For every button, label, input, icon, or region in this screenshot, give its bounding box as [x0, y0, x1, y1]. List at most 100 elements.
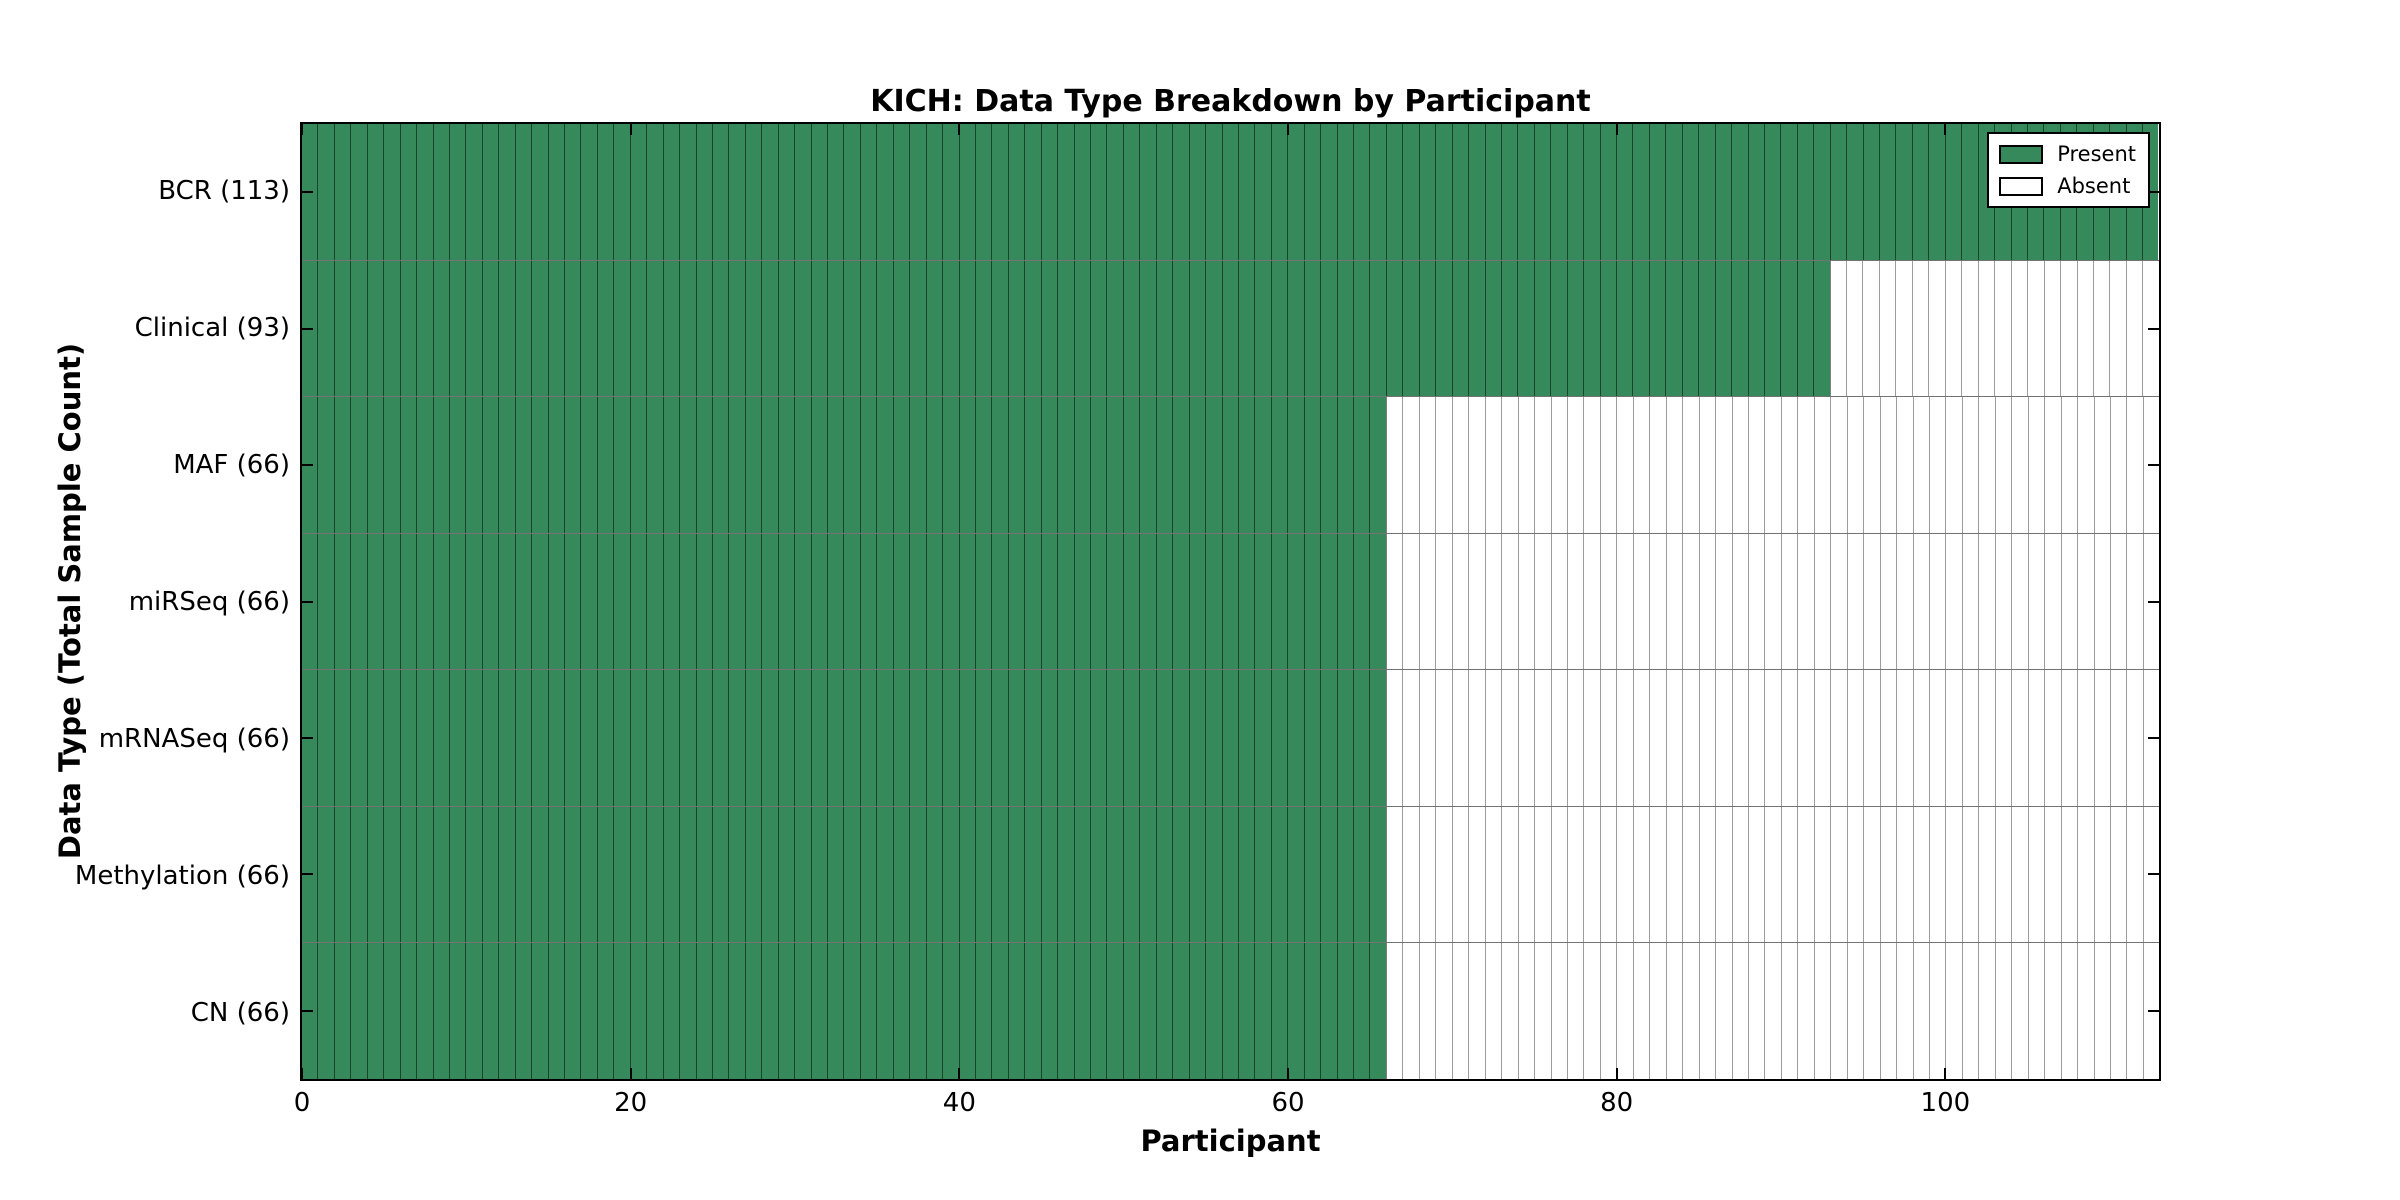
heatmap-cell: [1435, 260, 1452, 397]
heatmap-cell: [1813, 533, 1831, 670]
heatmap-cell: [958, 397, 975, 533]
heatmap-cell: [1254, 533, 1271, 670]
heatmap-cell: [1320, 397, 1337, 533]
heatmap-cell: [1583, 397, 1600, 533]
heatmap-cell: [1353, 943, 1370, 1080]
heatmap-cell: [1402, 533, 1419, 670]
heatmap-cell: [974, 806, 992, 943]
heatmap-cell: [1961, 260, 1978, 397]
heatmap-cell: [1254, 397, 1271, 533]
heatmap-cell: [843, 124, 860, 260]
heatmap-cell: [1221, 124, 1238, 260]
heatmap-cell: [827, 533, 844, 670]
heatmap-cell: [416, 260, 433, 397]
heatmap-cell: [383, 260, 400, 397]
heatmap-cell: [1550, 260, 1567, 397]
heatmap-cell: [1106, 943, 1123, 1080]
heatmap-cell: [1714, 260, 1732, 397]
heatmap-cell: [1205, 260, 1222, 397]
heatmap-cell: [1747, 124, 1764, 260]
heatmap-cell: [432, 943, 449, 1080]
heatmap-cell: [1879, 124, 1896, 260]
heatmap-cell: [1912, 670, 1929, 806]
heatmap-cell: [1122, 806, 1140, 943]
heatmap-cell: [1155, 260, 1173, 397]
heatmap-cell: [942, 533, 959, 670]
heatmap-cell: [909, 670, 926, 806]
heatmap-cell: [1665, 124, 1682, 260]
heatmap-cell: [1649, 397, 1666, 533]
heatmap-cell: [1139, 397, 1156, 533]
heatmap-cell: [1879, 397, 1897, 533]
heatmap-cell: [531, 943, 548, 1080]
heatmap-cell: [333, 943, 351, 1080]
heatmap-cell: [1583, 124, 1600, 260]
heatmap-cell: [1994, 533, 2012, 670]
heatmap-cell: [1484, 670, 1502, 806]
heatmap-cell: [564, 124, 581, 260]
heatmap-cell: [2043, 260, 2061, 397]
heatmap-cell: [1896, 943, 1913, 1080]
heatmap-cell: [1320, 533, 1337, 670]
heatmap-cell: [629, 533, 647, 670]
heatmap-cell: [1698, 806, 1716, 943]
heatmap-cell: [383, 533, 400, 670]
heatmap-cell: [514, 397, 532, 533]
axis-tick: [302, 1009, 313, 1012]
heatmap-cell: [448, 806, 466, 943]
heatmap-cell: [1764, 806, 1781, 943]
heatmap-cell: [2027, 397, 2045, 533]
heatmap-cell: [2109, 806, 2127, 943]
heatmap-cell: [777, 124, 795, 260]
heatmap-cell: [1944, 260, 1962, 397]
heatmap-cell: [399, 670, 417, 806]
heatmap-cell: [1517, 670, 1535, 806]
heatmap-cell: [892, 533, 910, 670]
heatmap-cell: [1682, 943, 1699, 1080]
heatmap-cell: [958, 806, 975, 943]
heatmap-cell: [1796, 124, 1814, 260]
y-tick-label: BCR (113): [158, 175, 290, 206]
heatmap-cell: [1139, 124, 1156, 260]
heatmap-cell: [1846, 806, 1864, 943]
heatmap-cell: [1763, 124, 1781, 260]
heatmap-cell: [1583, 670, 1600, 806]
heatmap-cell: [794, 806, 811, 943]
heatmap-cell: [629, 124, 647, 260]
heatmap-cell: [1205, 670, 1222, 806]
heatmap-cell: [859, 670, 877, 806]
heatmap-cell: [1188, 397, 1206, 533]
heatmap-cell: [859, 806, 877, 943]
heatmap-cell: [1155, 124, 1173, 260]
heatmap-cell: [596, 260, 614, 397]
heatmap-cell: [1303, 124, 1321, 260]
heatmap-cell: [1928, 533, 1946, 670]
heatmap-cell: [761, 806, 778, 943]
heatmap-cell: [1122, 533, 1140, 670]
heatmap-cell: [596, 397, 614, 533]
heatmap-cell: [1879, 806, 1897, 943]
heatmap-cell: [580, 260, 597, 397]
heatmap-cell: [1155, 943, 1173, 1080]
heatmap-cell: [1270, 124, 1288, 260]
heatmap-cell: [695, 806, 712, 943]
heatmap-cell: [744, 670, 762, 806]
heatmap-cell: [1715, 806, 1732, 943]
heatmap-cell: [1057, 397, 1074, 533]
heatmap-cell: [1369, 260, 1386, 397]
heatmap-cell: [876, 670, 893, 806]
heatmap-cell: [942, 397, 959, 533]
heatmap-cell: [1451, 533, 1469, 670]
heatmap-cell: [1517, 124, 1534, 260]
heatmap-cell: [1387, 397, 1403, 533]
heatmap-cell: [892, 806, 910, 943]
heatmap-cell: [1780, 670, 1798, 806]
heatmap-cell: [1845, 260, 1863, 397]
heatmap-cell: [498, 943, 515, 1080]
heatmap-cell: [1616, 670, 1633, 806]
heatmap-cell: [1748, 806, 1765, 943]
heatmap-cell: [498, 260, 515, 397]
heatmap-cell: [876, 260, 893, 397]
heatmap-cell: [448, 124, 466, 260]
heatmap-cell: [662, 260, 680, 397]
